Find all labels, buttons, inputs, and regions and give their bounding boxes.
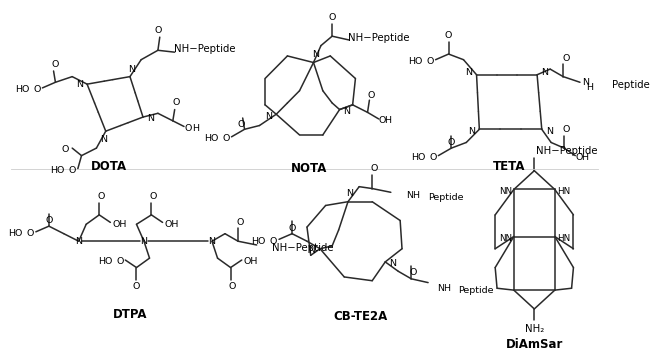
Text: NOTA: NOTA: [291, 162, 327, 175]
Text: N: N: [469, 127, 475, 136]
Text: NH: NH: [437, 284, 451, 293]
Text: O: O: [289, 224, 296, 232]
Text: O: O: [133, 282, 140, 291]
Text: O: O: [237, 120, 244, 129]
Text: O: O: [33, 85, 40, 94]
Text: N: N: [465, 68, 473, 77]
Text: OH: OH: [164, 220, 179, 229]
Text: O: O: [46, 216, 53, 225]
Text: O: O: [575, 153, 582, 162]
Text: O: O: [270, 237, 277, 246]
Text: NH: NH: [406, 191, 420, 199]
Text: N: N: [209, 237, 215, 246]
Text: O: O: [445, 31, 452, 40]
Text: NH−Peptide: NH−Peptide: [536, 146, 598, 156]
Text: O: O: [236, 218, 244, 227]
Text: OH: OH: [112, 220, 127, 229]
Text: N: N: [389, 259, 396, 268]
Text: N: N: [128, 65, 135, 74]
Text: N: N: [546, 127, 552, 136]
Text: HO: HO: [98, 257, 112, 266]
Text: O: O: [68, 166, 76, 175]
Text: Peptide: Peptide: [612, 80, 649, 90]
Text: O: O: [426, 57, 434, 66]
Text: N: N: [344, 107, 350, 116]
Text: N: N: [308, 246, 315, 255]
Text: TETA: TETA: [493, 160, 525, 173]
Text: Peptide: Peptide: [428, 193, 463, 202]
Text: NH−Peptide: NH−Peptide: [272, 243, 333, 253]
Text: H: H: [586, 83, 593, 92]
Text: O: O: [370, 164, 378, 173]
Text: O: O: [52, 60, 59, 69]
Text: CB-TE2A: CB-TE2A: [333, 310, 387, 323]
Text: O: O: [379, 116, 386, 125]
Text: O: O: [98, 191, 105, 201]
Text: NH−Peptide: NH−Peptide: [348, 33, 410, 43]
Text: O: O: [562, 125, 569, 134]
Text: H: H: [581, 153, 588, 162]
Text: HN: HN: [556, 187, 570, 196]
Text: O: O: [184, 124, 191, 133]
Text: O: O: [62, 146, 70, 154]
Text: HO: HO: [15, 85, 29, 94]
Text: O: O: [562, 54, 569, 63]
Text: N: N: [75, 237, 82, 246]
Text: HO: HO: [252, 237, 266, 246]
Text: O: O: [27, 229, 34, 238]
Text: O: O: [222, 134, 229, 143]
Text: O: O: [173, 98, 180, 107]
Text: OH: OH: [244, 257, 258, 266]
Text: N: N: [100, 135, 107, 144]
Text: N: N: [140, 237, 148, 246]
Text: O: O: [328, 13, 336, 22]
Text: O: O: [154, 26, 162, 35]
Text: HO: HO: [8, 229, 23, 238]
Text: N: N: [76, 80, 83, 89]
Text: H: H: [385, 116, 391, 125]
Text: HO: HO: [411, 153, 425, 162]
Text: N: N: [582, 78, 589, 87]
Text: DOTA: DOTA: [90, 160, 127, 173]
Text: O: O: [410, 268, 417, 277]
Text: N: N: [346, 189, 354, 198]
Text: DiAmSar: DiAmSar: [506, 338, 563, 350]
Text: N: N: [265, 112, 272, 121]
Text: HO: HO: [408, 57, 422, 66]
Text: NN: NN: [499, 234, 512, 243]
Text: N: N: [312, 50, 319, 60]
Text: O: O: [368, 91, 375, 100]
Text: O: O: [150, 191, 157, 201]
Text: N: N: [147, 114, 154, 124]
Text: O: O: [116, 257, 124, 266]
Text: O: O: [429, 153, 436, 162]
Text: NH−Peptide: NH−Peptide: [174, 44, 235, 54]
Text: H: H: [192, 124, 199, 133]
Text: O: O: [448, 138, 455, 147]
Text: DTPA: DTPA: [112, 308, 147, 321]
Text: N: N: [541, 68, 548, 77]
Text: HO: HO: [50, 166, 65, 175]
Text: NN: NN: [499, 187, 512, 196]
Text: HO: HO: [204, 134, 218, 143]
Text: O: O: [229, 282, 236, 291]
Text: HN: HN: [556, 234, 570, 243]
Text: NH₂: NH₂: [525, 324, 544, 334]
Text: Peptide: Peptide: [458, 286, 493, 295]
